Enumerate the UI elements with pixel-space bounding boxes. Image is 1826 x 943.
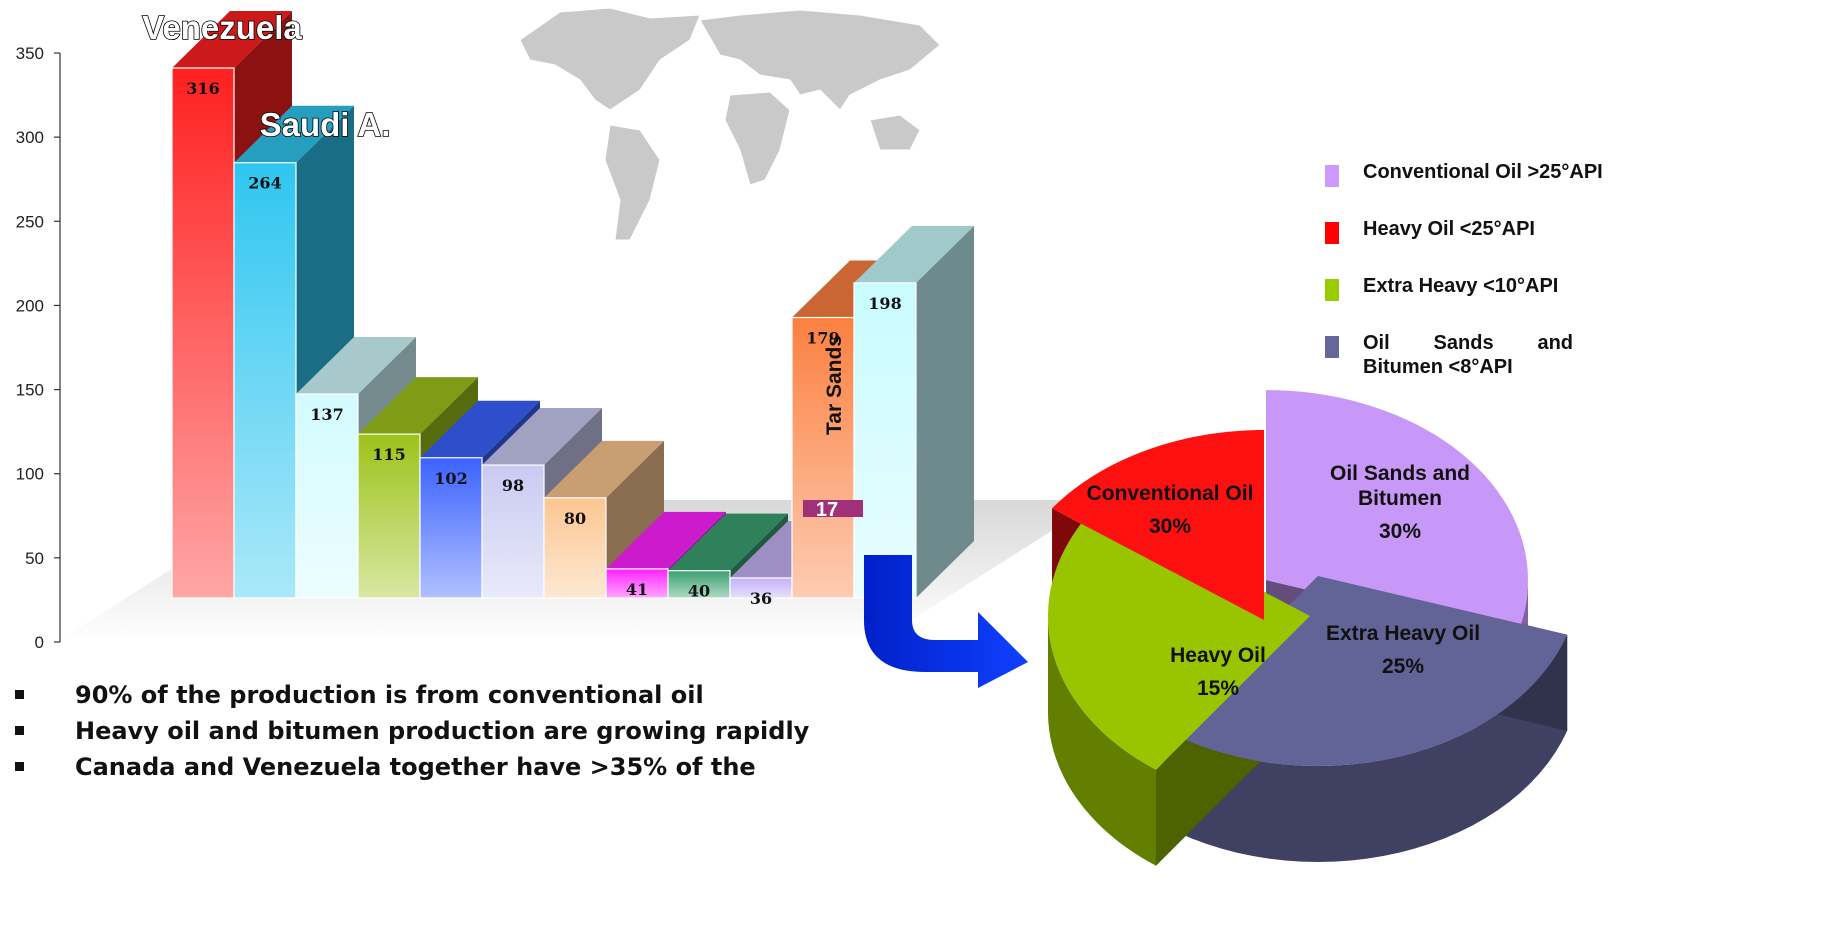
annotation-tar-sands: Tar Sands [823, 335, 846, 435]
legend-item-oil-sands: Oil Sands and Bitumen <8°API [1325, 331, 1573, 379]
bar [791, 316, 855, 599]
bar-side [916, 225, 974, 598]
legend-label: Conventional Oil >25°API [1363, 161, 1603, 183]
pie-slice [1048, 504, 1310, 770]
pie-slice-label: Conventional Oil [1087, 482, 1254, 505]
blue-arrow [864, 555, 1028, 688]
bar-value-label: 179 [806, 329, 839, 348]
legend-label: Extra Heavy <10°API [1363, 275, 1559, 297]
bar-top [854, 225, 974, 283]
tar-sands-inner-value: 17 [816, 499, 838, 521]
pie-slice-label: Heavy Oil [1170, 644, 1266, 667]
bullet-mark [15, 762, 24, 771]
y-tick-label: 200 [16, 296, 44, 315]
bar-value-label: 137 [310, 405, 343, 424]
bar-value-label: 36 [750, 589, 772, 608]
y-tick-label: 50 [25, 549, 44, 568]
bullet-item: Heavy oil and bitumen production are gro… [0, 716, 930, 746]
legend-item-extra-heavy: Extra Heavy <10°API [1325, 274, 1725, 301]
y-axis: 0 50 100 150 200 250 300 350 [16, 44, 61, 652]
pie-slice [1266, 390, 1528, 639]
bar-value-label: 264 [248, 174, 281, 193]
bar [357, 433, 421, 599]
legend-label: Heavy Oil <25°API [1363, 218, 1535, 240]
y-tick-label: 250 [16, 212, 44, 231]
bar [853, 282, 917, 599]
bar-value-label: 198 [868, 294, 901, 313]
bar-value-label: 98 [502, 476, 524, 495]
bullet-list: 90% of the production is from convention… [0, 680, 930, 788]
pie-slice-side [1164, 634, 1568, 862]
bar-value-label: 41 [626, 580, 648, 599]
bar [171, 67, 235, 599]
bar-value-label: 102 [434, 469, 467, 488]
bar-top [358, 377, 478, 435]
bar [605, 568, 669, 599]
legend-swatch [1325, 222, 1339, 244]
bar [543, 497, 607, 599]
bar-top [420, 400, 540, 458]
legend-swatch [1325, 336, 1339, 358]
bullet-item: 90% of the production is from convention… [0, 680, 930, 710]
world-map [519, 7, 941, 241]
annotation-venezuela: Venezuela [142, 9, 302, 46]
pie-legend: Conventional Oil >25°API Heavy Oil <25°A… [1325, 160, 1725, 412]
annotation-saudi: Saudi A. [260, 106, 391, 143]
y-tick-label: 0 [35, 633, 44, 652]
bar [295, 393, 359, 599]
pie-slice-label: 25% [1382, 655, 1424, 678]
y-tick-label: 350 [16, 44, 44, 63]
bar-top [668, 513, 788, 571]
bar-top [544, 440, 664, 498]
bullet-item: Canada and Venezuela together have >35% … [0, 752, 930, 782]
bar-top [172, 11, 292, 68]
bar-top [234, 105, 354, 163]
pie-slice-label: 30% [1379, 520, 1421, 543]
pie-slice [1164, 576, 1568, 766]
legend-item-conventional: Conventional Oil >25°API [1325, 160, 1725, 187]
legend-swatch [1325, 165, 1339, 187]
legend-label: Oil Sands and Bitumen <8°API [1363, 332, 1573, 378]
pie-slice-label: Oil Sands and [1330, 462, 1470, 485]
bar-value-label: 40 [688, 582, 710, 601]
bar [233, 162, 297, 599]
bar-top [606, 511, 726, 569]
bullet-mark [15, 726, 24, 735]
pie-slice-side [1048, 616, 1157, 866]
bar [667, 570, 731, 599]
legend-swatch [1325, 279, 1339, 301]
y-tick-label: 150 [16, 381, 44, 400]
bullet-text: Heavy oil and bitumen production are gro… [75, 717, 810, 745]
tar-sands-band [803, 500, 863, 517]
pie-slice-label: Extra Heavy Oil [1326, 622, 1480, 645]
bar [419, 457, 483, 599]
pie-slice-label: Bitumen [1358, 487, 1442, 510]
pie-slice-label: 30% [1149, 515, 1191, 538]
bar-top [482, 408, 602, 466]
bullet-mark [15, 690, 24, 699]
bar-value-label: 80 [564, 509, 586, 528]
bar-value-label: 115 [372, 445, 405, 464]
bar-value-label: 316 [186, 79, 219, 98]
bullet-text: 90% of the production is from convention… [75, 681, 704, 709]
pie-slice-label: 15% [1197, 677, 1239, 700]
y-tick-label: 100 [16, 465, 44, 484]
bar-top [296, 337, 416, 395]
legend-item-heavy: Heavy Oil <25°API [1325, 217, 1725, 244]
bars-group: 316 264 137 115 102 98 80 41 40 36 179 198 [171, 11, 974, 608]
bullet-text: Canada and Venezuela together have >35% … [75, 753, 756, 781]
pie-slice [1052, 430, 1264, 620]
y-tick-label: 300 [16, 128, 44, 147]
